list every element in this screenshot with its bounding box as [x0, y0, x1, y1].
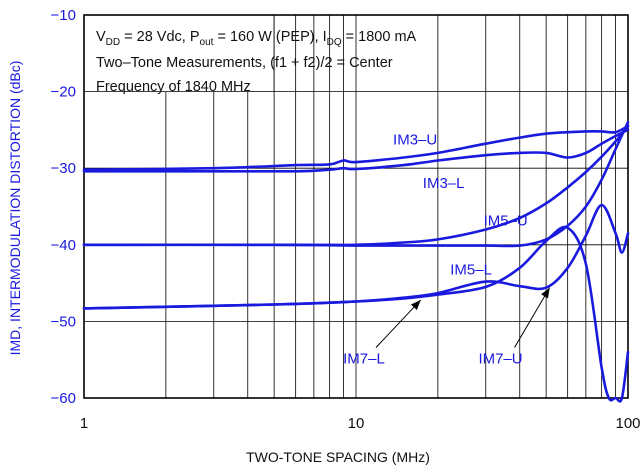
y-tick-label: −40 [51, 237, 76, 254]
annotation-arrows [375, 287, 551, 348]
x-axis-title: TWO-TONE SPACING (MHz) [246, 449, 430, 465]
series-curves [82, 120, 630, 403]
curve-label: IM7–U [478, 351, 522, 368]
curve-label: IM3–U [393, 131, 437, 148]
series-line-im3-u [82, 124, 630, 171]
conditions-box: VDD = 28 Vdc, Pout = 160 W (PEP), IDQ = … [96, 29, 417, 95]
curve-label: IM7–L [343, 351, 385, 368]
grid [83, 14, 629, 399]
y-tick-label: −30 [51, 160, 76, 177]
annotation-arrow-line [514, 287, 551, 348]
tick-labels: −10 −20 −30 −40 −50 −601 10 100 [51, 7, 641, 432]
series-line-im5-l [82, 120, 630, 248]
annotation-arrow-head [541, 287, 550, 299]
annotation-arrow-line [375, 299, 422, 348]
conditions-box-bg [85, 16, 276, 93]
curve-label: IM5–U [484, 213, 528, 230]
x-tick-label: 100 [615, 415, 640, 432]
curve-labels: IM3–U IM3–L IM5–U IM5–L IM7–L IM7–U [343, 131, 528, 367]
conditions-line-1: VDD = 28 Vdc, Pout = 160 W (PEP), IDQ = … [96, 29, 417, 48]
x-tick-label: 1 [80, 415, 88, 432]
y-axis-title: IMD, INTERMODULATION DISTORTION (dBc) [7, 61, 23, 356]
y-tick-label: −50 [51, 313, 76, 330]
y-tick-label: −20 [51, 84, 76, 101]
series-line-im3-l [82, 128, 630, 173]
y-tick-label: −60 [51, 390, 76, 407]
conditions-line-3: Frequency of 1840 MHz [96, 79, 251, 95]
curve-label: IM5–L [450, 262, 492, 279]
series-line-im7-u [82, 203, 630, 310]
curve-label: IM3–L [423, 175, 465, 192]
conditions-line-2: Two–Tone Measurements, (f1 + f2)/2 = Cen… [96, 55, 393, 71]
x-tick-label: 10 [348, 415, 365, 432]
y-tick-label: −10 [51, 7, 76, 24]
annotation-arrow-head [410, 299, 421, 310]
